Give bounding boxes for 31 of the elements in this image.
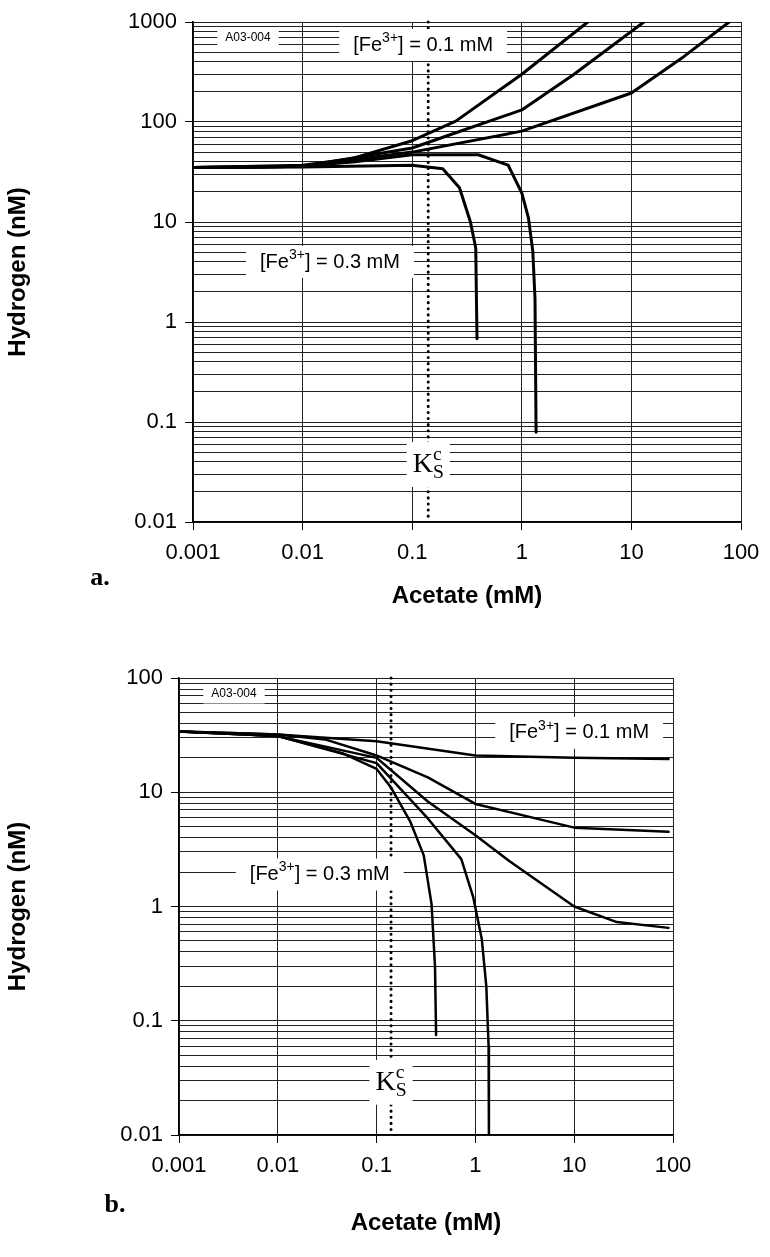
y-tick-label: 0.1 [132,1006,163,1032]
y-tick-label: 0.01 [120,1121,163,1147]
x-tick-label: 0.01 [256,1152,300,1178]
x-axis-title: Acetate (mM) [391,581,543,609]
x-tick-label: 0.001 [151,1152,207,1178]
y-tick-label: 10 [152,208,177,234]
annotation: A03-004 [225,30,272,45]
annotation: A03-004 [211,686,258,701]
text: b. [104,1188,126,1218]
text: a. [90,561,110,591]
x-tick-label: 0.1 [361,1152,392,1178]
x-tick-label: 10 [561,1152,587,1178]
x-tick-label: 0.001 [165,539,221,565]
y-tick-label: 1 [150,892,163,918]
x-tick-label: 100 [654,1152,692,1178]
y-tick-label: 0.01 [134,508,177,534]
x-tick-label: 1 [515,539,528,565]
y-tick-label: 1000 [128,8,177,34]
y-axis-title: Hydrogen (nM) [3,821,31,992]
y-tick-label: 10 [138,778,163,804]
y-tick-label: 1 [164,308,177,334]
x-tick-label: 10 [619,539,644,565]
x-tick-label: 0.1 [396,539,428,565]
y-tick-label: 100 [126,664,163,690]
y-tick-label: 0.1 [146,408,177,434]
x-tick-label: 100 [722,539,760,565]
y-tick-label: 100 [140,108,177,134]
x-tick-label: 0.01 [281,539,325,565]
y-axis-title: Hydrogen (nM) [3,187,31,357]
x-axis-title: Acetate (mM) [350,1208,502,1236]
x-tick-label: 1 [469,1152,482,1178]
